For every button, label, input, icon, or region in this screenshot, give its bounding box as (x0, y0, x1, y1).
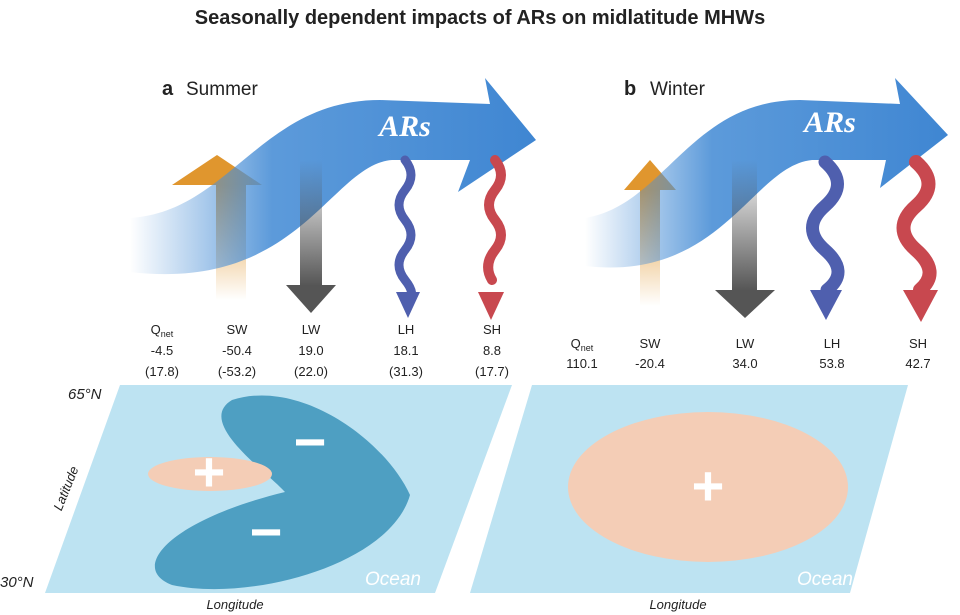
flux-value: 53.8 (819, 356, 844, 371)
flux-value: -20.4 (635, 356, 665, 371)
flux-value: -50.4 (222, 343, 252, 358)
sh-arrow-head (478, 292, 504, 320)
flux-value: 19.0 (298, 343, 323, 358)
flux-value-alt: (17.7) (475, 364, 509, 379)
ar-label: ARs (802, 106, 856, 139)
ar-label: ARs (377, 110, 431, 143)
flux-name: LW (302, 322, 321, 337)
flux-symbol: Q (571, 336, 581, 351)
sh-arrow (896, 155, 937, 297)
negative-anomaly (154, 395, 410, 590)
season: Summer (186, 79, 258, 100)
lh-arrow-head (810, 290, 842, 320)
ocean-label: Ocean (797, 569, 853, 590)
flux-subscript: net (161, 329, 174, 339)
flux-value: -4.5 (151, 343, 173, 358)
flux-value: 42.7 (905, 356, 930, 371)
ocean-panel (45, 385, 512, 593)
flux-value: 18.1 (393, 343, 418, 358)
flux-value: 8.8 (483, 343, 501, 358)
sign: − (250, 500, 283, 563)
flux-value: 34.0 (732, 356, 757, 371)
sh-arrow-head (903, 290, 938, 322)
x-axis-label: Longitude (649, 597, 706, 612)
flux-value-alt: (31.3) (389, 364, 423, 379)
lh-arrow (806, 155, 845, 297)
sh-arrow (483, 155, 506, 285)
flux-value-alt: (22.0) (294, 364, 328, 379)
lw-arrow-head (715, 290, 775, 318)
positive-anomaly (148, 457, 272, 491)
lh-arrow (394, 155, 416, 305)
lat-label: 65°N (68, 386, 102, 403)
panel-label: a (162, 78, 174, 100)
flux-symbol: LW (736, 336, 755, 351)
title: Seasonally dependent impacts of ARs on m… (195, 7, 765, 29)
flux-name: SW (640, 336, 662, 351)
flux-name: Qnet (151, 322, 174, 339)
flux-symbol: Q (151, 322, 161, 337)
lw-arrow-head (286, 285, 336, 313)
flux-name: SW (227, 322, 249, 337)
lw-arrow-shaft (300, 160, 322, 286)
x-axis-label: Longitude (206, 597, 263, 612)
flux-value-alt: (-53.2) (218, 364, 256, 379)
flux-labels: Qnet 110.1 SW -20.4 LW 34.0 LH 53.8 SH 42.7 (566, 336, 930, 371)
flux-symbol: LH (824, 336, 841, 351)
flux-name: LW (736, 336, 755, 351)
flux-symbol: LW (302, 322, 321, 337)
flux-symbol: SH (909, 336, 927, 351)
ocean-label: Ocean (365, 569, 421, 590)
ar-arrow (585, 78, 948, 268)
lat-label: 30°N (0, 574, 34, 591)
flux-subscript: net (581, 343, 594, 353)
positive-anomaly (568, 412, 848, 562)
flux-symbol: SH (483, 322, 501, 337)
flux-labels: Qnet -4.5 (17.8) SW -50.4 (-53.2) LW 19.0 (22.0)… (145, 322, 509, 379)
season: Winter (650, 79, 706, 100)
flux-name: SH (483, 322, 501, 337)
sign: + (193, 440, 226, 503)
flux-symbol: SW (640, 336, 662, 351)
flux-name: Qnet (571, 336, 594, 353)
flux-name: LH (824, 336, 841, 351)
lh-arrow-head (396, 292, 420, 318)
flux-name: LH (398, 322, 415, 337)
ar-arrow (130, 78, 536, 275)
sign: + (692, 454, 725, 517)
flux-value-alt: (17.8) (145, 364, 179, 379)
panel-label: b (624, 78, 636, 100)
flux-value: 110.1 (566, 356, 598, 371)
sign: − (294, 410, 327, 473)
lw-arrow-shaft (732, 160, 757, 291)
flux-symbol: LH (398, 322, 415, 337)
flux-symbol: SW (227, 322, 249, 337)
flux-name: SH (909, 336, 927, 351)
